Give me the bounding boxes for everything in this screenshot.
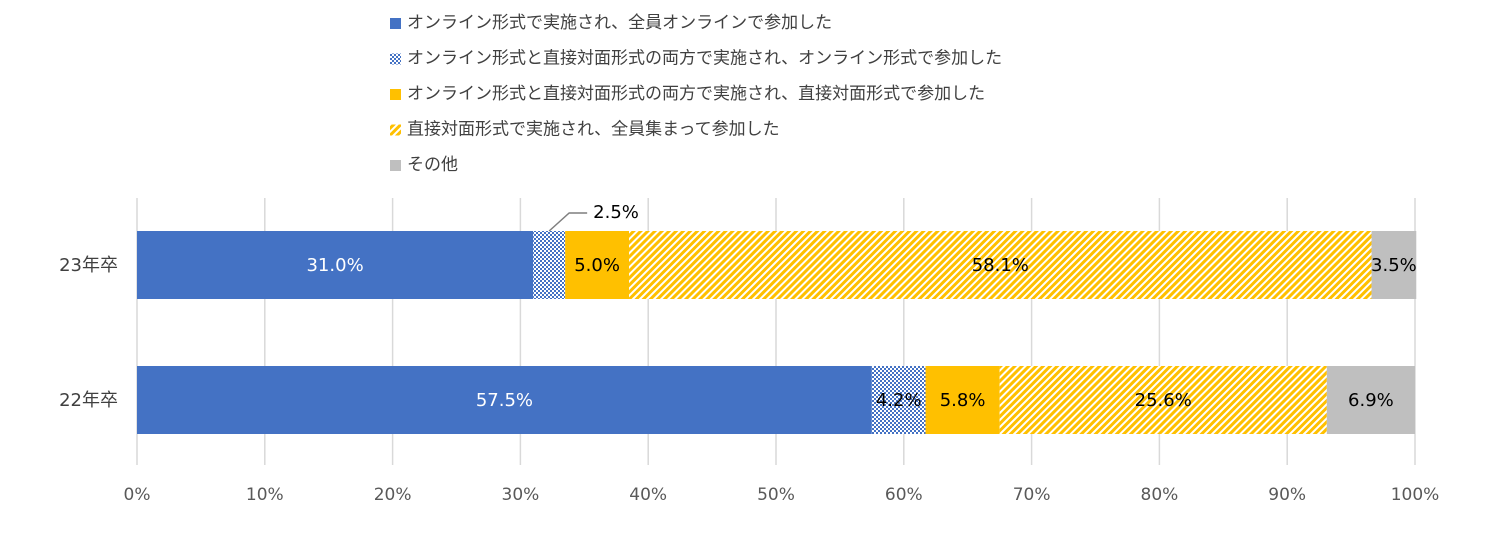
- x-tick-label: 40%: [629, 485, 667, 505]
- bar-segment-series-1: [137, 366, 872, 434]
- axes: 0% 10% 20% 30% 40% 50% 60% 70% 80% 90% 100% 23年卒 22年…: [59, 255, 1439, 505]
- legend-label: その他: [407, 155, 458, 175]
- legend-label: 直接対面形式で実施され、全員集まって参加した: [407, 120, 780, 140]
- data-label: 6.9%: [1348, 390, 1394, 411]
- data-label: 31.0%: [306, 255, 363, 276]
- legend-swatch: [390, 89, 401, 100]
- category-label: 22年卒: [59, 390, 118, 411]
- bar-segment-series-5: [1326, 366, 1415, 434]
- legend-swatch: [390, 18, 401, 29]
- legend-swatch: [390, 124, 401, 136]
- data-labels: 31.0% 2.5% 5.0% 58.1% 3.5% 57.5% 4.2% 5.8% 25.6%…: [306, 202, 1416, 411]
- legend-label: オンライン形式と直接対面形式の両方で実施され、直接対面形式で参加した: [407, 84, 985, 104]
- bar-segment-series-4: [629, 231, 1372, 299]
- bar-segment-series-3: [925, 366, 1000, 434]
- x-tick-label: 20%: [374, 485, 412, 505]
- legend: オンライン形式で実施され、全員オンラインで参加したオンライン形式と直接対面形式の…: [390, 13, 1002, 175]
- x-tick-label: 30%: [502, 485, 540, 505]
- x-tick-label: 80%: [1141, 485, 1179, 505]
- data-label: 57.5%: [476, 390, 533, 411]
- bar-segment-series-1: [137, 231, 534, 299]
- x-tick-label: 100%: [1391, 485, 1440, 505]
- legend-swatch: [390, 53, 401, 65]
- category-label: 23年卒: [59, 255, 118, 276]
- data-label: 5.8%: [940, 390, 986, 411]
- x-tick-label: 0%: [124, 485, 151, 505]
- x-tick-label: 70%: [1013, 485, 1051, 505]
- legend-label: オンライン形式で実施され、全員オンラインで参加した: [407, 13, 832, 33]
- x-tick-label: 60%: [885, 485, 923, 505]
- legend-swatch: [390, 160, 401, 171]
- bar-segment-series-3: [565, 231, 630, 299]
- bar-segment-series-2: [533, 231, 566, 299]
- callout-leader-line: [548, 212, 588, 232]
- x-tick-label: 90%: [1268, 485, 1306, 505]
- x-tick-label: 50%: [757, 485, 795, 505]
- bar-segment-series-5: [1371, 231, 1417, 299]
- data-label: 2.5%: [593, 202, 639, 223]
- x-tick-label: 10%: [246, 485, 284, 505]
- bar-segment-series-2: [871, 366, 926, 434]
- data-label: 58.1%: [972, 255, 1029, 276]
- bar-segment-series-4: [999, 366, 1327, 434]
- data-label: 5.0%: [574, 255, 620, 276]
- bars: [137, 231, 1417, 434]
- legend-label: オンライン形式と直接対面形式の両方で実施され、オンライン形式で参加した: [407, 49, 1002, 69]
- data-label: 4.2%: [876, 390, 922, 411]
- data-label: 25.6%: [1135, 390, 1192, 411]
- data-label: 3.5%: [1371, 255, 1417, 276]
